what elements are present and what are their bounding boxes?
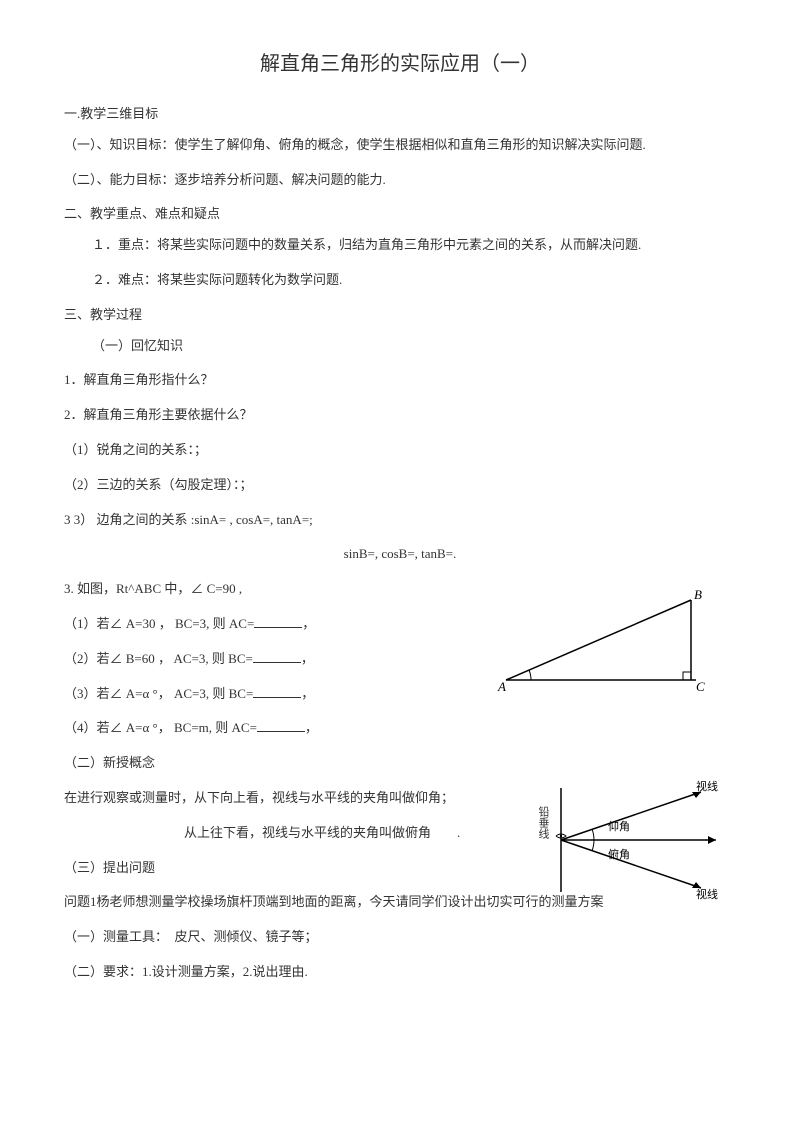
comma-3: ， [301,686,314,701]
q3-block: 3. 如图，Rt^ABC 中，∠ C=90 , （1）若∠ A=30 ， BC=… [64,579,736,739]
comma-4: ， [305,720,318,735]
page-title: 解直角三角形的实际应用（一） [64,48,736,80]
q3-4: （4）若∠ A=α °， BC=m, 则 AC= ， [64,718,484,739]
label-A: A [497,679,506,694]
s1-item1: （一）、知识目标：使学生了解仰角、俯角的概念，使学生根据相似和直角三角形的知识解… [64,135,736,156]
plumb-label: 铅垂线 [533,806,551,839]
comma-1: ， [302,616,315,631]
q3-2: （2）若∠ B=60 ， AC=3, 则 BC= ， [64,649,484,670]
q3-3-text: （3）若∠ A=α °， AC=3, 则 BC= [64,686,253,701]
q2d: sinB=, cosB=, tanB=. [64,544,736,565]
triangle-diagram: A B C [496,585,716,695]
section-3-heading: 三、教学过程 [64,305,736,326]
concept-line2: 从上往下看，视线与水平线的夹角叫做俯角 . [64,823,494,844]
s3-sub1: （一）回忆知识 [64,336,736,357]
section-2-heading: 二、教学重点、难点和疑点 [64,204,736,225]
sight-label-1: 视线 [696,780,718,793]
q3-intro: 3. 如图，Rt^ABC 中，∠ C=90 , [64,579,484,600]
angle-concept-block: 在进行观察或测量时，从下向上看，视线与水平线的夹角叫做仰角； 从上往下看，视线与… [64,788,736,844]
q3-3: （3）若∠ A=α °， AC=3, 则 BC= ， [64,684,484,705]
depression-label: 俯角 [608,847,630,861]
s1-item2: （二）、能力目标：逐步培养分析问题、解决问题的能力. [64,170,736,191]
q3-2-text: （2）若∠ B=60 ， AC=3, 则 BC= [64,651,253,666]
s3-sub2: （二）新授概念 [64,753,736,774]
q3-1: （1）若∠ A=30 ， BC=3, 则 AC= ， [64,614,484,635]
label-C: C [696,679,705,694]
q2: 2．解直角三角形主要依据什么？ [64,405,736,426]
concept-line1: 在进行观察或测量时，从下向上看，视线与水平线的夹角叫做仰角； [64,788,494,809]
q2b: （2）三边的关系（勾股定理）：； [64,475,736,496]
blank-4 [257,718,305,732]
blank-3 [253,684,301,698]
q3-1-text: （1）若∠ A=30 ， BC=3, 则 AC= [64,616,254,631]
s2-item1: １．重点：将某些实际问题中的数量关系，归结为直角三角形中元素之间的关系，从而解决… [64,235,736,256]
prob1b: （二）要求：1.设计测量方案，2.说出理由. [64,962,736,983]
sight-label-2: 视线 [696,887,718,900]
section-1-heading: 一.教学三维目标 [64,104,736,125]
elevation-label: 仰角 [608,819,630,833]
blank-2 [253,649,301,663]
q2c: 3 3） 边角之间的关系 :sinA= , cosA=, tanA=; [64,510,736,531]
prob1a: （一）测量工具： 皮尺、测倾仪、镜子等； [64,927,736,948]
q2a: （1）锐角之间的关系：； [64,440,736,461]
label-B: B [694,587,702,602]
comma-2: ， [301,651,314,666]
q3-4-text: （4）若∠ A=α °， BC=m, 则 AC= [64,720,257,735]
blank-1 [254,614,302,628]
s2-item2: ２．难点：将某些实际问题转化为数学问题. [64,270,736,291]
angle-diagram: 视线 视线 仰角 俯角 [516,780,726,900]
q1: 1．解直角三角形指什么？ [64,370,736,391]
